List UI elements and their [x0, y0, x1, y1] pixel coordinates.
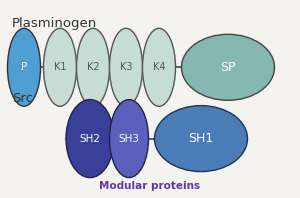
Text: SH1: SH1: [188, 132, 214, 145]
Ellipse shape: [66, 100, 114, 178]
Ellipse shape: [182, 34, 274, 100]
Text: SP: SP: [220, 61, 236, 74]
Text: Plasminogen: Plasminogen: [12, 17, 97, 30]
Text: SH2: SH2: [80, 134, 100, 144]
Ellipse shape: [44, 28, 76, 106]
Text: Modular proteins: Modular proteins: [99, 181, 201, 191]
Text: Src: Src: [12, 92, 33, 106]
Ellipse shape: [8, 28, 41, 106]
Text: P: P: [21, 62, 27, 72]
Ellipse shape: [110, 100, 148, 178]
Ellipse shape: [142, 28, 176, 106]
Text: SH3: SH3: [118, 134, 140, 144]
Text: K1: K1: [54, 62, 66, 72]
Ellipse shape: [110, 28, 142, 106]
Text: K4: K4: [153, 62, 165, 72]
Text: K3: K3: [120, 62, 132, 72]
Ellipse shape: [154, 106, 248, 172]
Text: K2: K2: [87, 62, 99, 72]
Ellipse shape: [76, 28, 110, 106]
